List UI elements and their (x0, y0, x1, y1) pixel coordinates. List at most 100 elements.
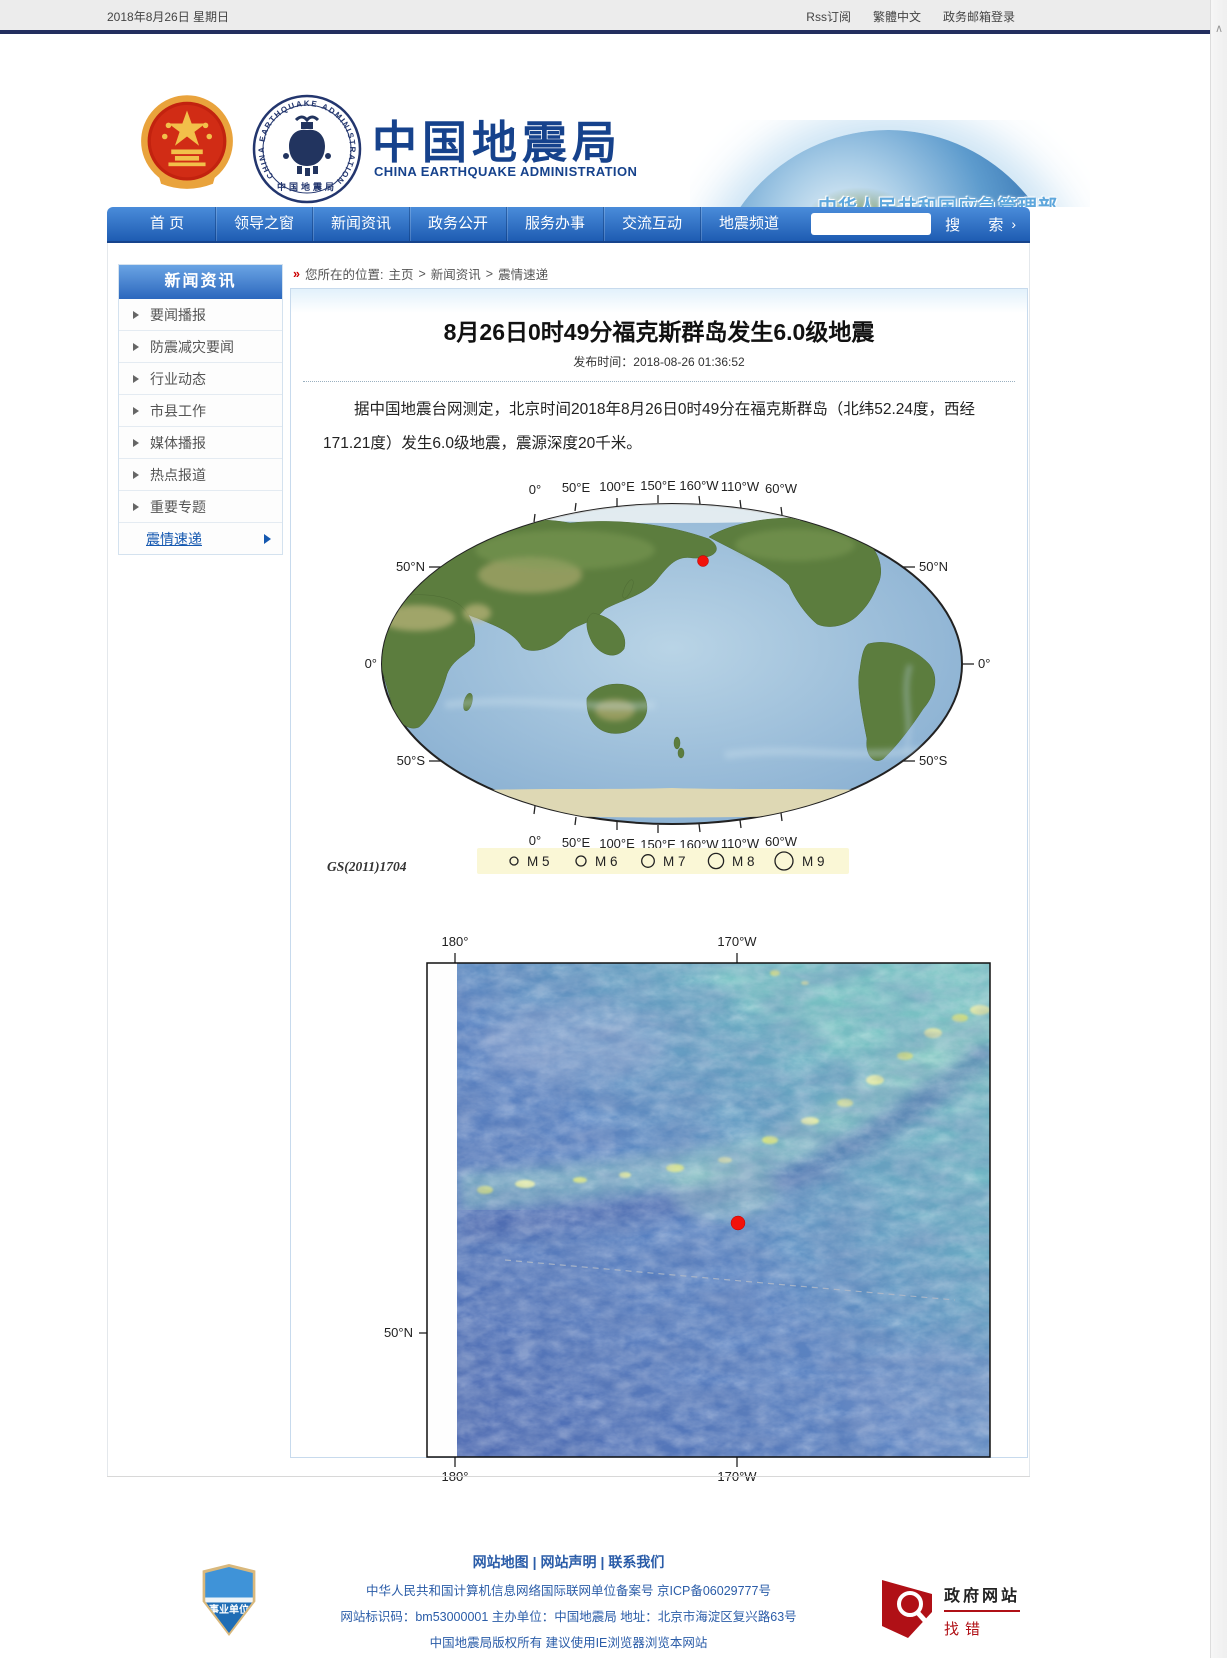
nav-services[interactable]: 服务办事 (506, 207, 603, 241)
svg-text:60°W: 60°W (765, 481, 798, 496)
content-left-border (107, 243, 108, 1476)
bullet-icon (133, 406, 143, 415)
search-input[interactable] (811, 215, 932, 233)
breadcrumb-home[interactable]: 主页 (388, 268, 414, 282)
find-error-label: 找错 (944, 1621, 987, 1638)
top-divider (0, 30, 1227, 34)
sidebar-item-zhenqing-active[interactable]: 震情速递 (119, 523, 282, 554)
bullet-icon (133, 342, 143, 351)
footer-divider (107, 1476, 1030, 1477)
sidebar-item-redian[interactable]: 热点报道 (119, 459, 282, 491)
legend-labels: M 5 M 6 M 7 M 8 M 9 (527, 854, 825, 869)
nav-earthquake-channel[interactable]: 地震频道 (700, 207, 797, 241)
svg-text:60°W: 60°W (765, 834, 798, 849)
footer-id-line: 网站标识码：bm53000001 主办单位：中国地震局 地址：北京市海淀区复兴路… (340, 1610, 797, 1624)
svg-text:180°: 180° (442, 934, 469, 949)
gov-site-error-badge[interactable]: 政府网站 找错 (878, 1578, 1028, 1644)
footer-statement-link[interactable]: 网站声明 (540, 1554, 597, 1570)
world-map-top-labels: 0° 50°E 100°E 150°E 160°W 110°W 60°W (529, 478, 798, 497)
bullet-icon (133, 310, 143, 319)
regional-map-image: 180° 170°W 180° 170°W 50°N (384, 934, 991, 1484)
scroll-up-icon[interactable]: ∧ (1214, 23, 1224, 35)
world-map-bottom-labels: 0° 50°E 100°E 150°E 160°W 110°W 60°W (529, 833, 798, 852)
article-body: 据中国地震台网测定，北京时间2018年8月26日0时49分在福克斯群岛（北纬52… (323, 393, 999, 461)
svg-text:M 9: M 9 (802, 854, 825, 869)
sidebar-item-shixian[interactable]: 市县工作 (119, 395, 282, 427)
magnitude-legend (477, 848, 849, 874)
window-scrollbar[interactable]: ∧ (1210, 0, 1227, 1658)
footer: 网站地图 | 网站声明 | 联系我们 中华人民共和国计算机信息网络国际联网单位备案号 京… (107, 1552, 1030, 1651)
svg-text:50°S: 50°S (397, 753, 426, 768)
sidebar-news: 新闻资讯 要闻播报 防震减灾要闻 行业动态 市县工作 媒体播报 热点报道 重要专… (118, 264, 283, 555)
svg-text:M 8: M 8 (732, 854, 755, 869)
site-title-cn: 中国地震局 (372, 117, 623, 168)
svg-text:50°N: 50°N (396, 559, 425, 574)
breadcrumb-section[interactable]: 新闻资讯 (430, 268, 481, 282)
svg-text:0°: 0° (365, 656, 377, 671)
breadcrumb: » 您所在的位置: 主页 > 新闻资讯 > 震情速递 (293, 264, 548, 283)
world-map-image: 0° 50°E 100°E 150°E 160°W 110°W 60°W 0° … (327, 478, 990, 874)
dotted-divider (303, 381, 1015, 382)
breadcrumb-sep: > (485, 266, 494, 281)
breadcrumb-current[interactable]: 震情速递 (498, 268, 549, 282)
find-error-icon (882, 1580, 932, 1638)
topbar-links: Rss订阅 繁體中文 政务邮箱登录 (806, 8, 1015, 25)
search-arrow-icon[interactable]: › (1011, 216, 1016, 232)
svg-text:160°W: 160°W (679, 478, 719, 493)
publish-time: 发布时间：2018-08-26 01:36:52 (291, 353, 1027, 370)
rss-link[interactable]: Rss订阅 (806, 10, 851, 24)
svg-text:50°N: 50°N (919, 559, 948, 574)
svg-text:110°W: 110°W (721, 836, 760, 851)
national-emblem (140, 92, 234, 199)
bullet-icon (133, 502, 143, 511)
institution-badge-label: 事业单位 (209, 1605, 249, 1616)
article-title: 8月26日0时49分福克斯群岛发生6.0级地震 (443, 319, 875, 345)
institution-badge[interactable]: 事业单位 (196, 1562, 262, 1642)
footer-links: 网站地图 | 网站声明 | 联系我们 (472, 1554, 665, 1570)
sidebar-item-fangzhen[interactable]: 防震减灾要闻 (119, 331, 282, 363)
body-line-2: 171.21度）发生6.0级地震，震源深度20千米。 (323, 435, 642, 452)
ministry-name: 中华人民共和国应急管理部 (818, 192, 1058, 207)
svg-text:0°: 0° (978, 656, 990, 671)
sidebar-item-zhuanti[interactable]: 重要专题 (119, 491, 282, 523)
svg-text:110°W: 110°W (721, 479, 760, 494)
svg-text:0°: 0° (529, 833, 541, 848)
gov-site-label: 政府网站 (944, 1582, 1021, 1612)
footer-contact-link[interactable]: 联系我们 (608, 1554, 665, 1570)
body-line-1: 据中国地震台网测定，北京时间2018年8月26日0时49分在福克斯群岛（北纬52… (354, 401, 975, 418)
nav-leaders[interactable]: 领导之窗 (215, 207, 312, 241)
nav-interaction[interactable]: 交流互动 (603, 207, 700, 241)
svg-text:50°N: 50°N (384, 1325, 413, 1340)
svg-text:100°E: 100°E (599, 836, 635, 851)
svg-text:50°S: 50°S (919, 753, 948, 768)
svg-text:100°E: 100°E (599, 479, 635, 494)
svg-text:M 5: M 5 (527, 854, 550, 869)
nav-news[interactable]: 新闻资讯 (312, 207, 409, 241)
shield-icon: 事业单位 (202, 1564, 256, 1636)
svg-text:170°W: 170°W (717, 934, 757, 949)
content-right-border (1029, 243, 1030, 1476)
epicenter-dot-world (697, 555, 709, 567)
current-date: 2018年8月26日 星期日 (107, 10, 230, 24)
footer-sitemap-link[interactable]: 网站地图 (472, 1554, 529, 1570)
search-zone: 搜 索 › (811, 213, 1016, 235)
map-credit: GS(2011)1704 (327, 859, 407, 874)
gov-mail-login-link[interactable]: 政务邮箱登录 (942, 10, 1015, 24)
footer-icp-line: 中华人民共和国计算机信息网络国际联网单位备案号 京ICP备06029777号 (366, 1584, 771, 1598)
topbar: 2018年8月26日 星期日 Rss订阅 繁體中文 政务邮箱登录 (0, 0, 1227, 30)
sidebar-item-hangye[interactable]: 行业动态 (119, 363, 282, 395)
sidebar-item-meiti[interactable]: 媒体播报 (119, 427, 282, 459)
nav-home[interactable]: 首 页 (149, 215, 185, 232)
nav-gov-affairs[interactable]: 政务公开 (409, 207, 506, 241)
epicenter-dot-regional (730, 1215, 746, 1231)
search-box (811, 213, 932, 235)
traditional-chinese-link[interactable]: 繁體中文 (872, 10, 921, 24)
bullet-icon (133, 374, 143, 383)
search-label[interactable]: 搜 索 (945, 216, 1016, 234)
sidebar-item-yaowen[interactable]: 要闻播报 (119, 299, 282, 331)
breadcrumb-prefix: 您所在的位置: (304, 268, 384, 282)
active-arrow-icon (264, 533, 276, 544)
svg-text:0°: 0° (529, 482, 541, 497)
site-header: CHINA EARTHQUAKE ADMINISTRATION 中国地震局 中国… (0, 34, 1227, 207)
